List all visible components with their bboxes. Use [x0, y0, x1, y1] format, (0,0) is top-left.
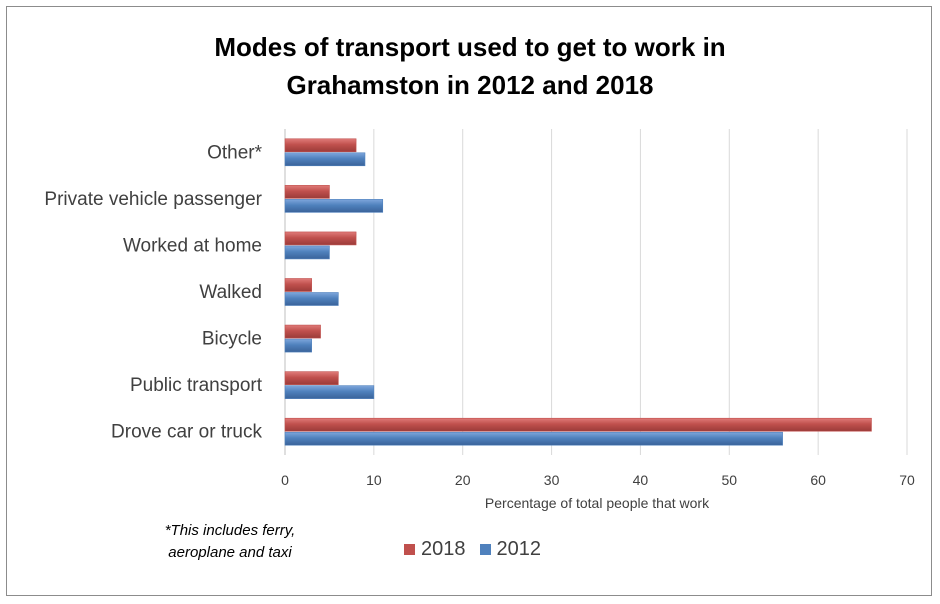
bar-2012: [284, 292, 339, 306]
bar-2012: [284, 338, 312, 353]
x-tick-label: 70: [899, 472, 915, 488]
x-tick-label: 0: [281, 472, 289, 488]
y-category-label: Walked: [199, 282, 262, 303]
y-category-label: Private vehicle passenger: [44, 189, 262, 210]
chart-title: Modes of transport used to get to work i…: [0, 28, 940, 104]
footnote: *This includes ferry, aeroplane and taxi: [110, 520, 350, 564]
bar-2018: [284, 185, 330, 199]
bar-2012: [284, 245, 330, 260]
bar-2018: [284, 324, 321, 339]
legend-swatch-2018: [404, 543, 415, 555]
bar-2018: [284, 278, 312, 292]
x-tick-label: 30: [544, 472, 560, 488]
legend: 2018 2012: [404, 536, 555, 562]
chart-title-line-1: Modes of transport used to get to work i…: [214, 32, 726, 62]
bar-2018: [284, 371, 339, 385]
y-category-label: Other*: [207, 142, 263, 163]
bar-2012: [284, 199, 384, 213]
y-category-label: Bicycle: [202, 329, 262, 350]
bar-2018: [284, 417, 872, 432]
y-category-label: Worked at home: [123, 235, 262, 256]
x-tick-label: 20: [455, 472, 471, 488]
footnote-line-2: aeroplane and taxi: [168, 544, 292, 561]
bar-2018: [284, 231, 357, 246]
x-tick-label: 10: [366, 472, 382, 488]
bar-2012: [284, 385, 375, 399]
legend-item-2018: 2018: [404, 538, 466, 561]
legend-label-2012: 2012: [496, 537, 542, 560]
x-tick-label: 50: [721, 472, 737, 488]
legend-swatch-2012: [479, 543, 491, 555]
bar-2012: [284, 431, 783, 446]
x-tick-label: 40: [633, 472, 649, 488]
legend-item-2012: 2012: [479, 537, 542, 561]
x-tick-label: 60: [810, 472, 826, 488]
chart-title-line-2: Grahamston in 2012 and 2018: [286, 70, 654, 100]
legend-label-2018: 2018: [421, 537, 466, 560]
x-axis-title: Percentage of total people that work: [485, 495, 710, 511]
bar-2018: [284, 138, 357, 153]
bar-2012: [284, 152, 366, 167]
y-category-label: Public transport: [130, 375, 263, 396]
chart-frame: [6, 6, 932, 596]
y-category-label: Drove car or truck: [111, 422, 262, 443]
footnote-line-1: *This includes ferry,: [164, 522, 296, 539]
